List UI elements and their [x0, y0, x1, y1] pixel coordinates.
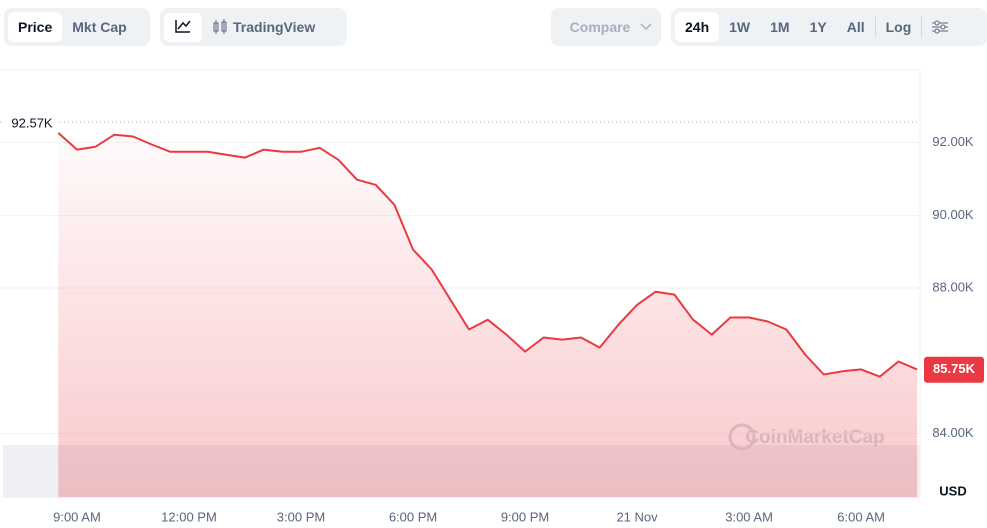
tab[interactable]: Mkt Cap [72, 19, 127, 35]
view-tabs: Price Mkt Cap [4, 8, 150, 46]
open-price-label: 92.57K [11, 115, 53, 130]
range-tabs: 24h 1W 1M 1Y All Log [671, 8, 987, 46]
candle-icon [213, 19, 227, 34]
compare[interactable]: Compare [551, 8, 661, 46]
volume-band [3, 445, 920, 498]
x-tick-label: 3:00 AM [725, 509, 773, 524]
x-tick-label: 12:00 PM [161, 509, 217, 524]
unit-label: USD [939, 483, 966, 498]
x-tick-label: 6:00 AM [837, 509, 885, 524]
range[interactable]: All [846, 19, 865, 35]
settings-icon[interactable] [922, 19, 956, 35]
x-tick-label: 21 Nov [616, 509, 658, 524]
line-mode[interactable] [164, 12, 202, 42]
chevron [640, 23, 652, 31]
watermark: CoinMarketCap [745, 427, 884, 448]
divider [921, 17, 923, 37]
price-line [57, 132, 918, 378]
x-tick-label: 9:00 AM [53, 509, 101, 524]
last-price-box [924, 356, 984, 383]
range[interactable]: 1Y [809, 19, 827, 35]
range[interactable]: 1M [770, 19, 790, 35]
last-price-label: 85.75K [933, 361, 976, 376]
tradingview-label: TradingView [233, 19, 316, 35]
tab[interactable]: Price [8, 12, 63, 42]
tradingview[interactable]: TradingView [202, 12, 325, 42]
x-tick-label: 6:00 PM [389, 509, 437, 524]
range[interactable]: 1W [729, 19, 751, 35]
watermark-logo [728, 423, 756, 451]
open-price-box [4, 111, 60, 132]
log[interactable]: Log [885, 19, 912, 35]
area-fill [58, 132, 918, 497]
y-tick-label: 88.00K [932, 279, 974, 294]
y-tick-label: 90.00K [932, 207, 974, 222]
line-icon [175, 19, 191, 33]
y-tick-label: 84.00K [932, 425, 974, 440]
x-tick-label: 3:00 PM [277, 509, 325, 524]
range[interactable]: 24h [675, 12, 720, 42]
x-tick-label: 9:00 PM [501, 509, 549, 524]
divider [874, 17, 876, 37]
compare-label: Compare [569, 19, 631, 35]
y-tick-label: 92.00K [932, 134, 974, 149]
chart-mode: TradingView [160, 8, 347, 46]
